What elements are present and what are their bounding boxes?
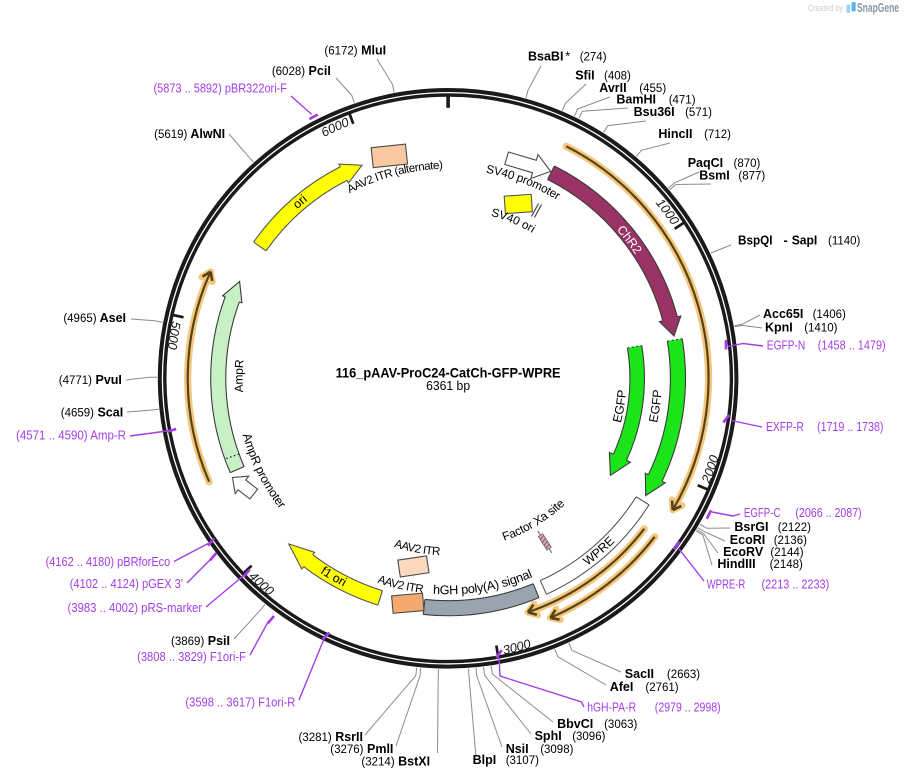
svg-text:BsmI: BsmI [699, 169, 730, 183]
svg-text:(3281) RsrII: (3281) RsrII [298, 730, 363, 744]
svg-text:(6028) PciI: (6028) PciI [272, 64, 331, 78]
svg-text:(3598 .. 3617) F1ori-R: (3598 .. 3617) F1ori-R [185, 696, 295, 710]
svg-text:(2213 .. 2233): (2213 .. 2233) [762, 578, 830, 592]
svg-text:(274): (274) [580, 52, 607, 64]
svg-text:(870): (870) [734, 158, 761, 170]
svg-text:BspQI: BspQI [738, 234, 773, 248]
svg-text:EcoRV: EcoRV [723, 545, 764, 559]
svg-text:(4102 .. 4124) pGEX 3': (4102 .. 4124) pGEX 3' [70, 577, 183, 591]
svg-text:(877): (877) [738, 171, 765, 183]
svg-text:116_pAAV-ProC24-CatCh-GFP-WPRE: 116_pAAV-ProC24-CatCh-GFP-WPRE [336, 365, 561, 381]
svg-text:SphI: SphI [535, 729, 562, 743]
svg-text:(1410): (1410) [804, 323, 837, 335]
svg-text:Created by: Created by [808, 3, 843, 14]
svg-text:(2122): (2122) [778, 522, 811, 534]
svg-text:AmpR: AmpR [232, 359, 247, 393]
svg-text:(3096): (3096) [572, 731, 605, 743]
svg-text:HindIII: HindIII [717, 557, 755, 571]
svg-text:HincII: HincII [658, 127, 692, 141]
svg-text:SfiI: SfiI [575, 69, 594, 83]
svg-text:(3869) PsiI: (3869) PsiI [171, 634, 230, 648]
svg-text:(6172) MluI: (6172) MluI [324, 44, 386, 58]
svg-text:BsaBI: BsaBI [528, 50, 563, 64]
svg-text:-: - [784, 234, 788, 248]
svg-text:(471): (471) [669, 95, 696, 107]
svg-text:(3276) PmlI: (3276) PmlI [330, 742, 393, 756]
svg-text:EGFP: EGFP [646, 389, 664, 424]
svg-text:(2148): (2148) [770, 559, 803, 571]
svg-text:(712): (712) [704, 129, 731, 141]
svg-text:(4571 .. 4590) Amp-R: (4571 .. 4590) Amp-R [16, 429, 126, 443]
svg-text:5000: 5000 [165, 320, 184, 351]
svg-text:EXFP-R: EXFP-R [766, 420, 804, 434]
svg-text:AvrII: AvrII [599, 81, 626, 95]
svg-text:BbvCI: BbvCI [557, 717, 593, 731]
svg-text:(408): (408) [604, 71, 631, 83]
svg-text:(1406): (1406) [813, 309, 846, 321]
svg-text:(1140): (1140) [828, 236, 861, 248]
svg-text:(3098): (3098) [540, 744, 573, 756]
svg-text:(571): (571) [685, 107, 712, 119]
svg-text:(2761): (2761) [645, 682, 678, 694]
svg-text:(3808 .. 3829) F1ori-F: (3808 .. 3829) F1ori-F [137, 650, 246, 664]
svg-text:(1458 .. 1479): (1458 .. 1479) [818, 339, 886, 353]
svg-text:(4965) AseI: (4965) AseI [63, 311, 126, 325]
svg-text:Acc65I: Acc65I [763, 307, 803, 321]
svg-text:NsiI: NsiI [506, 742, 529, 756]
svg-text:SapI: SapI [792, 234, 818, 248]
svg-text:EGFP-C: EGFP-C [744, 506, 781, 520]
svg-text:*: * [565, 50, 570, 64]
svg-text:SacII: SacII [625, 667, 654, 681]
svg-text:(2979 .. 2998): (2979 .. 2998) [655, 701, 721, 715]
svg-text:6361 bp: 6361 bp [426, 378, 470, 393]
svg-text:(2663): (2663) [667, 669, 700, 681]
svg-text:(5873 .. 5892) pBR322ori-F: (5873 .. 5892) pBR322ori-F [154, 82, 288, 96]
svg-text:BamHI: BamHI [616, 93, 656, 107]
svg-text:AfeI: AfeI [610, 680, 634, 694]
svg-text:(1719 .. 1738): (1719 .. 1738) [817, 420, 883, 434]
svg-text:WPRE-R: WPRE-R [707, 578, 746, 592]
svg-text:hGH-PA-R: hGH-PA-R [587, 701, 636, 715]
svg-text:(4771) PvuI: (4771) PvuI [59, 373, 122, 387]
svg-text:(2066 .. 2087): (2066 .. 2087) [795, 506, 861, 520]
svg-text:(3063): (3063) [604, 719, 637, 731]
svg-text:(3107): (3107) [506, 755, 539, 767]
svg-text:(2136): (2136) [774, 535, 807, 547]
svg-text:BsrGI: BsrGI [734, 520, 768, 534]
svg-text:3000: 3000 [501, 636, 533, 658]
svg-text:EcoRI: EcoRI [730, 533, 765, 547]
svg-text:SnapGene: SnapGene [857, 1, 899, 15]
svg-text:(5619) AlwNI: (5619) AlwNI [154, 127, 225, 141]
svg-text:PaqCI: PaqCI [688, 156, 723, 170]
svg-text:(3983 .. 4002) pRS-marker: (3983 .. 4002) pRS-marker [68, 601, 203, 615]
svg-text:KpnI: KpnI [765, 321, 793, 335]
svg-text:(4659) ScaI: (4659) ScaI [61, 406, 123, 420]
svg-text:BlpI: BlpI [473, 753, 497, 767]
svg-text:(455): (455) [639, 83, 666, 95]
svg-text:(3214) BstXI: (3214) BstXI [361, 755, 430, 769]
svg-text:EGFP-N: EGFP-N [767, 339, 806, 353]
svg-text:Bsu36I: Bsu36I [634, 105, 675, 119]
svg-text:EGFP: EGFP [610, 389, 629, 424]
svg-text:(2144): (2144) [770, 547, 803, 559]
svg-text:(4162 .. 4180) pBRforEco: (4162 .. 4180) pBRforEco [46, 555, 171, 569]
